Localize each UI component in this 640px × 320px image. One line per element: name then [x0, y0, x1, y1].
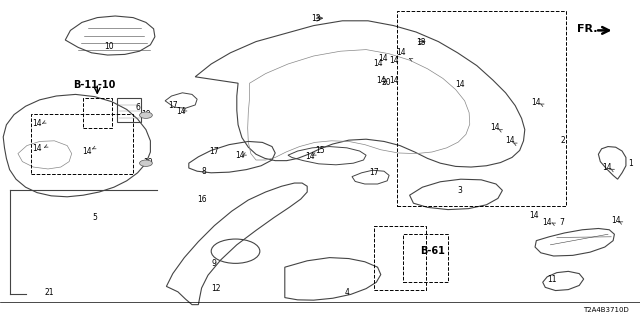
Text: 2: 2: [561, 136, 566, 145]
Text: T2A4B3710D: T2A4B3710D: [583, 307, 628, 313]
Text: 21: 21: [45, 288, 54, 297]
Text: 14: 14: [32, 119, 42, 128]
Text: 14: 14: [32, 144, 42, 153]
Text: 1: 1: [628, 159, 633, 168]
Circle shape: [140, 160, 152, 166]
Text: 12: 12: [211, 284, 220, 293]
Text: 14: 14: [529, 211, 540, 220]
Text: 14: 14: [82, 147, 92, 156]
Bar: [374, 226, 426, 290]
Text: 4: 4: [345, 288, 350, 297]
Text: 10: 10: [104, 42, 114, 51]
Text: 14: 14: [396, 48, 406, 57]
Text: 9: 9: [212, 259, 217, 268]
Text: 8: 8: [201, 167, 206, 176]
Text: 19: 19: [143, 158, 153, 167]
Text: 19: 19: [141, 110, 151, 119]
Text: FR.: FR.: [577, 24, 598, 34]
Text: 14: 14: [454, 80, 465, 89]
Text: 16: 16: [197, 195, 207, 204]
Text: B-11-10: B-11-10: [74, 80, 116, 90]
Text: 13: 13: [416, 38, 426, 47]
Circle shape: [140, 112, 152, 118]
Text: 14: 14: [235, 151, 245, 160]
Text: 17: 17: [168, 101, 178, 110]
Bar: [31, 114, 133, 174]
Text: 14: 14: [378, 54, 388, 63]
Text: 14: 14: [388, 76, 399, 85]
Text: 5: 5: [92, 213, 97, 222]
Bar: [403, 234, 448, 282]
Bar: [397, 11, 566, 206]
Text: 7: 7: [559, 218, 564, 227]
Text: 3: 3: [457, 186, 462, 195]
Text: 14: 14: [611, 216, 621, 225]
Text: 15: 15: [315, 146, 325, 155]
Text: 13: 13: [310, 14, 321, 23]
Text: 14: 14: [602, 164, 612, 172]
Text: 14: 14: [305, 152, 315, 161]
Text: 17: 17: [369, 168, 380, 177]
Text: 11: 11: [548, 276, 557, 284]
Bar: [83, 98, 112, 128]
Text: 14: 14: [388, 56, 399, 65]
Text: 14: 14: [176, 107, 186, 116]
Text: 17: 17: [209, 147, 220, 156]
Text: 14: 14: [542, 218, 552, 227]
Text: 14: 14: [376, 76, 386, 85]
Text: 14: 14: [505, 136, 515, 145]
Text: 6: 6: [135, 103, 140, 112]
Text: 14: 14: [372, 59, 383, 68]
Text: 14: 14: [531, 98, 541, 107]
Text: B-61: B-61: [420, 246, 445, 256]
Text: 14: 14: [490, 124, 500, 132]
Text: 20: 20: [381, 78, 391, 87]
